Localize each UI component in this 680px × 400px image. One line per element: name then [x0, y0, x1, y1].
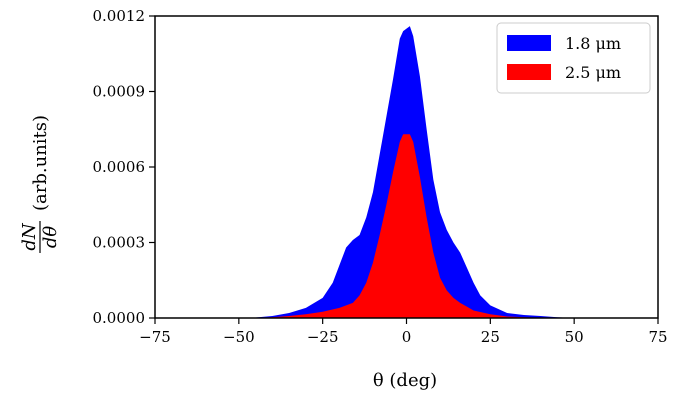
- y-axis-label: dN dθ (arb.units): [19, 115, 61, 253]
- series-area-2: [155, 134, 658, 318]
- x-tick-label: 0: [402, 328, 412, 346]
- series-layer: [155, 26, 658, 318]
- y-axis-label-suffix: (arb.units): [30, 115, 51, 211]
- legend-swatch-1: [507, 35, 551, 51]
- legend-swatch-2: [507, 64, 551, 80]
- y-tick-label: 0.0009: [93, 83, 146, 101]
- y-axis-label-fraction-numerator: dN: [19, 222, 40, 251]
- y-axis-label-fraction-denominator: dθ: [40, 226, 61, 249]
- x-tick-label: 75: [648, 328, 667, 346]
- y-tick-label: 0.0003: [93, 234, 146, 252]
- y-tick-label: 0.0012: [93, 7, 146, 25]
- legend-label-1: 1.8 μm: [565, 34, 621, 53]
- x-tick-label: −25: [307, 328, 339, 346]
- y-tick-label: 0.0006: [93, 158, 146, 176]
- y-tick-label: 0.0000: [93, 309, 146, 327]
- legend: 1.8 μm 2.5 μm: [496, 22, 651, 94]
- legend-label-2: 2.5 μm: [565, 63, 621, 82]
- x-axis-label: θ (deg): [373, 370, 437, 391]
- x-tick-label: 25: [481, 328, 500, 346]
- x-tick-label: −50: [223, 328, 255, 346]
- x-tick-label: −75: [139, 328, 171, 346]
- x-tick-label: 50: [565, 328, 584, 346]
- ticks-layer: −75 −50 −25 0 25 50 75 0.0000 0.0003 0.0006 0.0009…: [93, 7, 668, 346]
